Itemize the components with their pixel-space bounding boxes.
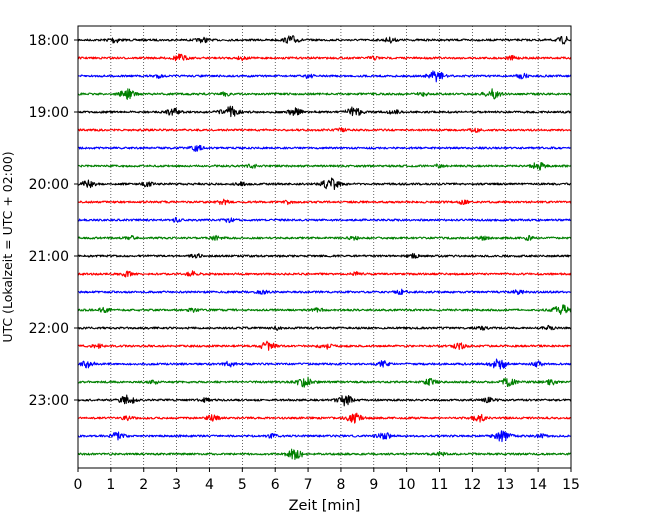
trace-18:30	[77, 70, 572, 83]
x-tick-label: 11	[431, 477, 449, 493]
x-tick-label: 15	[562, 477, 580, 493]
trace-22:15	[77, 340, 572, 351]
trace-20:45	[77, 234, 572, 242]
trace-21:15	[77, 270, 572, 278]
plot-frame	[77, 25, 572, 469]
x-axis-label: Zeit [min]	[289, 498, 361, 514]
trace-20:30	[77, 216, 572, 224]
trace-23:15	[77, 412, 572, 424]
y-tick-label: 22:00	[29, 321, 69, 337]
y-axis-label: UTC (Lokalzeit = UTC + 02:00)	[0, 151, 15, 342]
x-tick-label: 3	[172, 477, 181, 493]
y-axis-ticks: 18:00 19:00 20:00 21:00 22:00 23:00	[29, 33, 78, 409]
x-tick-label: 9	[369, 477, 378, 493]
trace-21:30	[77, 288, 572, 296]
x-tick-label: 14	[529, 477, 547, 493]
x-tick-label: 2	[139, 477, 148, 493]
y-tick-label: 23:00	[29, 393, 69, 409]
trace-19:30	[77, 144, 572, 152]
trace-22:30	[77, 358, 572, 370]
y-tick-label: 19:00	[29, 105, 69, 121]
trace-19:00	[77, 105, 572, 118]
x-axis-ticks: 0 1 2 3 4 5 6 7 8 9 10 11 12 13 14 15	[74, 468, 580, 493]
x-tick-label: 5	[238, 477, 247, 493]
x-tick-label: 4	[205, 477, 214, 493]
trace-18:15	[77, 53, 572, 62]
trace-21:00	[77, 252, 572, 259]
x-tick-label: 6	[271, 477, 280, 493]
trace-19:45	[77, 162, 572, 171]
y-tick-label: 21:00	[29, 249, 69, 265]
x-tick-label: 0	[74, 477, 83, 493]
trace-23:45	[77, 448, 572, 461]
trace-23:00	[77, 394, 572, 407]
trace-21:45	[77, 304, 572, 315]
trace-18:00	[77, 35, 572, 45]
trace-23:30	[77, 430, 572, 443]
y-tick-label: 20:00	[29, 177, 69, 193]
x-tick-label: 12	[463, 477, 481, 493]
trace-20:00	[77, 177, 572, 191]
y-tick-label: 18:00	[29, 33, 69, 49]
x-tick-label: 1	[106, 477, 115, 493]
trace-18:45	[77, 88, 572, 100]
x-tick-label: 7	[304, 477, 313, 493]
trace-22:45	[77, 376, 572, 388]
trace-22:00	[77, 324, 572, 331]
trace-19:15	[77, 127, 572, 133]
x-tick-label: 13	[496, 477, 514, 493]
x-tick-label: 10	[398, 477, 416, 493]
seismic-traces	[77, 35, 572, 461]
x-tick-label: 8	[336, 477, 345, 493]
trace-20:15	[77, 198, 572, 206]
